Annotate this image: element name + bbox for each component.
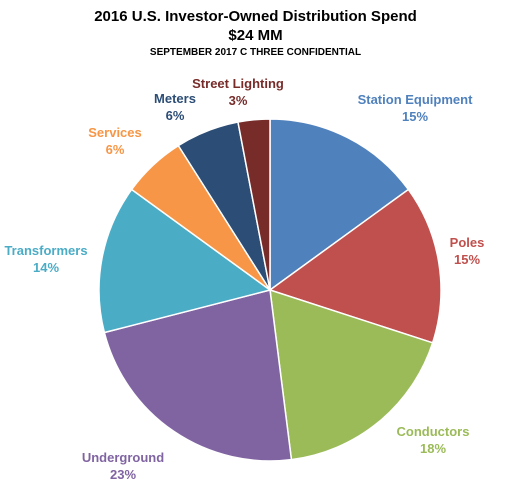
- slice-percent-station-equipment: 15%: [402, 109, 428, 124]
- pie-slice-street-lighting: [237, 118, 271, 291]
- slice-label-poles: Poles: [450, 235, 485, 250]
- pie-slice-poles: [268, 188, 442, 344]
- slice-label-transformers: Transformers: [4, 243, 87, 258]
- slice-percent-meters: 6%: [166, 108, 185, 123]
- slice-label-meters: Meters: [154, 91, 196, 106]
- pie-slice-underground: [103, 289, 293, 462]
- chart-subtitle: $24 MM: [228, 27, 283, 44]
- pie-slice-conductors: [269, 288, 434, 461]
- slice-label-street-lighting: Street Lighting: [192, 76, 284, 91]
- slice-label-conductors: Conductors: [397, 424, 470, 439]
- slice-label-services: Services: [88, 125, 142, 140]
- slice-percent-transformers: 14%: [33, 260, 59, 275]
- slice-percent-conductors: 18%: [420, 441, 446, 456]
- slice-percent-underground: 23%: [110, 467, 136, 482]
- slice-percent-poles: 15%: [454, 252, 480, 267]
- slice-percent-services: 6%: [106, 142, 125, 157]
- chart-note: SEPTEMBER 2017 C THREE CONFIDENTIAL: [149, 47, 362, 58]
- chart-title: 2016 U.S. Investor-Owned Distribution Sp…: [94, 8, 417, 25]
- slice-percent-street-lighting: 3%: [229, 93, 248, 108]
- pie-slice-station-equipment: [269, 118, 410, 292]
- pie-slice-transformers: [98, 188, 272, 334]
- slice-label-station-equipment: Station Equipment: [358, 92, 474, 107]
- slice-label-underground: Underground: [82, 450, 164, 465]
